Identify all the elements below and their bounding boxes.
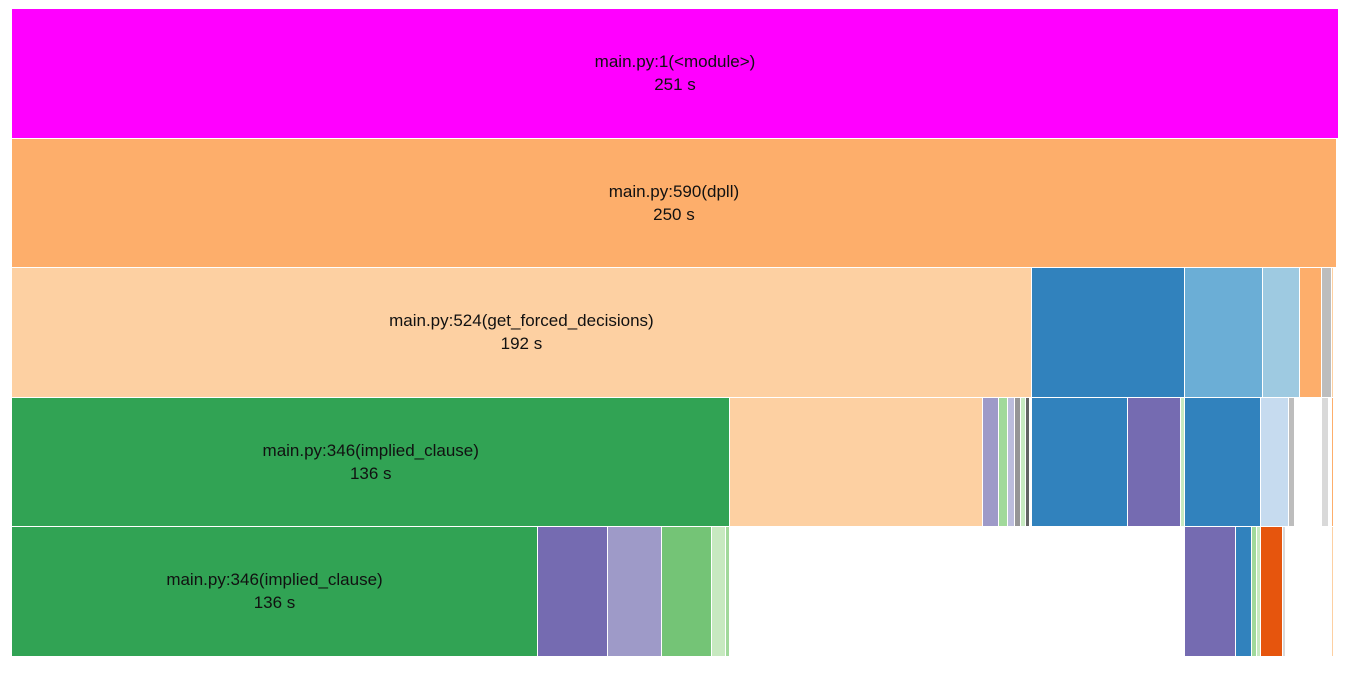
frame-function-name: main.py:346(implied_clause) <box>262 440 479 460</box>
frame-function-name: main.py:524(get_forced_decisions) <box>389 311 654 331</box>
frame-row3-1[interactable] <box>730 397 983 527</box>
frame-row3-6[interactable] <box>1021 397 1026 527</box>
frame-row3-8[interactable] <box>1031 397 1129 527</box>
frame-time-value: 192 s <box>500 334 543 354</box>
frame-row3-9[interactable] <box>1128 397 1181 527</box>
frame-label: main.py:346(implied_clause) 136 s <box>12 439 729 485</box>
frame-row3-13[interactable] <box>1289 397 1295 527</box>
frame-row4-3[interactable] <box>662 527 712 657</box>
frame-row2-2[interactable] <box>1185 268 1263 398</box>
frame-row2-6[interactable] <box>1331 268 1334 398</box>
frame-row3-2[interactable] <box>982 397 999 527</box>
frame-row4-12[interactable] <box>1331 527 1334 657</box>
frame-row2-0[interactable]: main.py:524(get_forced_decisions) 192 s <box>12 268 1032 398</box>
frame-row4-9[interactable] <box>1256 527 1261 657</box>
frame-row2-3[interactable] <box>1262 268 1300 398</box>
frame-function-name: main.py:590(dpll) <box>608 181 740 201</box>
frame-function-name: main.py:1(<module>) <box>594 52 756 72</box>
frame-label: main.py:1(<module>) 251 s <box>12 50 1338 96</box>
frame-time-value: 250 s <box>653 204 695 224</box>
frame-row3-12[interactable] <box>1261 397 1290 527</box>
frame-row3-3[interactable] <box>998 397 1009 527</box>
frame-time-value: 136 s <box>349 463 392 483</box>
frame-function-name: main.py:346(implied_clause) <box>166 570 383 590</box>
frame-row3-10[interactable] <box>1180 397 1186 527</box>
frame-row4-7[interactable] <box>1235 527 1252 657</box>
frame-row2-4[interactable] <box>1299 268 1323 398</box>
frame-row4-4[interactable] <box>711 527 727 657</box>
frame-row4-8[interactable] <box>1251 527 1257 657</box>
frame-row2-5[interactable] <box>1322 268 1332 398</box>
frame-row3-4[interactable] <box>1008 397 1016 527</box>
frame-row4-11[interactable] <box>1283 527 1287 657</box>
frame-label: main.py:590(dpll) 250 s <box>12 180 1336 226</box>
frame-label: main.py:524(get_forced_decisions) 192 s <box>12 309 1031 355</box>
frame-row3-15[interactable] <box>1331 397 1334 527</box>
frame-row4-2[interactable] <box>608 527 663 657</box>
frame-row4-5[interactable] <box>726 527 731 657</box>
frame-row3-14[interactable] <box>1322 397 1330 527</box>
frame-row3-5[interactable] <box>1015 397 1022 527</box>
frame-row4-6[interactable] <box>1185 527 1236 657</box>
frame-row4-10[interactable] <box>1261 527 1284 657</box>
frame-label: main.py:346(implied_clause) 136 s <box>12 568 537 614</box>
frame-row3-0[interactable]: main.py:346(implied_clause) 136 s <box>12 397 731 527</box>
frame-row0-0[interactable]: main.py:1(<module>) 251 s <box>12 9 1339 139</box>
frame-row3-7[interactable] <box>1026 397 1031 527</box>
frame-row4-1[interactable] <box>538 527 609 657</box>
frame-row4-0[interactable]: main.py:346(implied_clause) 136 s <box>12 527 539 657</box>
frame-row1-0[interactable]: main.py:590(dpll) 250 s <box>12 138 1337 268</box>
frame-row3-11[interactable] <box>1185 397 1262 527</box>
frame-time-value: 251 s <box>654 75 696 95</box>
frame-row2-1[interactable] <box>1031 268 1186 398</box>
frame-time-value: 136 s <box>253 593 296 613</box>
